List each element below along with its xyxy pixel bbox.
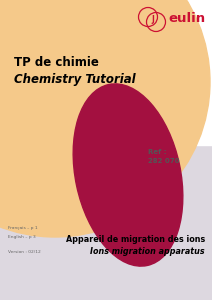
Text: Ions migration apparatus: Ions migration apparatus xyxy=(90,248,205,256)
Text: J: J xyxy=(152,16,154,25)
Text: TP de chimie: TP de chimie xyxy=(14,56,99,68)
Text: Appareil de migration des ions: Appareil de migration des ions xyxy=(66,236,205,244)
Text: Ref :: Ref : xyxy=(148,149,166,155)
Bar xyxy=(118,0,212,30)
Ellipse shape xyxy=(73,84,183,266)
Text: Chemistry Tutorial: Chemistry Tutorial xyxy=(14,74,136,86)
Text: Version : 02/12: Version : 02/12 xyxy=(8,250,41,254)
Text: Français – p 1: Français – p 1 xyxy=(8,226,38,230)
Text: 282 070: 282 070 xyxy=(148,158,180,164)
Text: eulin: eulin xyxy=(168,13,205,26)
Bar xyxy=(118,0,212,145)
Text: English – p 3: English – p 3 xyxy=(8,235,36,239)
Circle shape xyxy=(0,0,210,237)
